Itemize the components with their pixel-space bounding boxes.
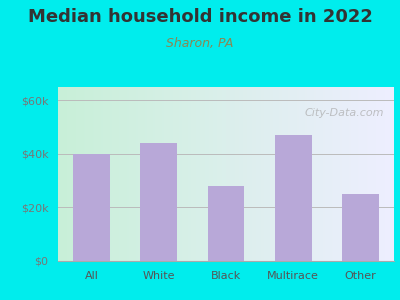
Bar [342, 194, 379, 261]
Bar [208, 186, 244, 261]
Bar [275, 135, 312, 261]
Text: City-Data.com: City-Data.com [304, 108, 384, 118]
Bar [140, 143, 177, 261]
Text: Median household income in 2022: Median household income in 2022 [28, 8, 372, 26]
Text: Sharon, PA: Sharon, PA [166, 37, 234, 50]
Bar [73, 154, 110, 261]
